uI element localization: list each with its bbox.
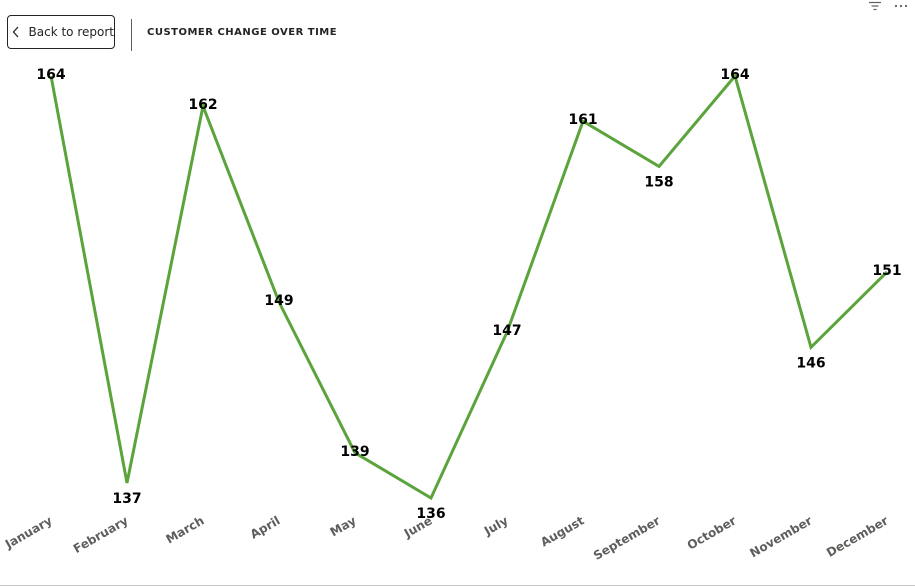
- data-point[interactable]: [123, 479, 131, 487]
- data-label: 147: [492, 323, 521, 339]
- data-point[interactable]: [427, 494, 435, 502]
- series-line: [49, 72, 889, 501]
- data-label: 137: [112, 491, 141, 507]
- back-to-report-button[interactable]: Back to report: [7, 15, 115, 49]
- data-point[interactable]: [655, 162, 663, 170]
- data-label: 158: [644, 174, 673, 190]
- bottom-border: [0, 585, 915, 586]
- x-tick-label: February: [71, 513, 131, 556]
- data-label: 161: [568, 112, 597, 128]
- data-label: 136: [416, 506, 445, 522]
- filter-icon[interactable]: [867, 0, 883, 12]
- x-tick-label: November: [747, 513, 814, 560]
- x-tick-label: October: [685, 513, 739, 552]
- x-tick-label: April: [248, 513, 283, 541]
- x-tick-label: May: [328, 513, 359, 539]
- data-label: 149: [264, 293, 293, 309]
- data-label: 162: [188, 97, 217, 113]
- more-options-icon[interactable]: [893, 0, 909, 12]
- x-tick-label: December: [824, 513, 890, 559]
- data-label: 146: [796, 355, 825, 371]
- data-label: 139: [340, 444, 369, 460]
- chart-title: CUSTOMER CHANGE OVER TIME: [147, 27, 338, 38]
- data-label: 151: [872, 263, 901, 279]
- x-tick-label: January: [2, 513, 55, 551]
- data-point[interactable]: [807, 343, 815, 351]
- data-label: 164: [720, 67, 749, 83]
- chevron-left-icon: [12, 26, 21, 38]
- back-to-report-label: Back to report: [28, 25, 114, 39]
- x-tick-label: September: [591, 513, 663, 562]
- x-tick-label: August: [538, 513, 587, 549]
- x-tick-label: March: [163, 513, 206, 546]
- data-label: 164: [36, 67, 65, 83]
- header-divider: [131, 19, 132, 51]
- visual-header-icons: [867, 0, 909, 12]
- x-tick-label: July: [481, 513, 511, 538]
